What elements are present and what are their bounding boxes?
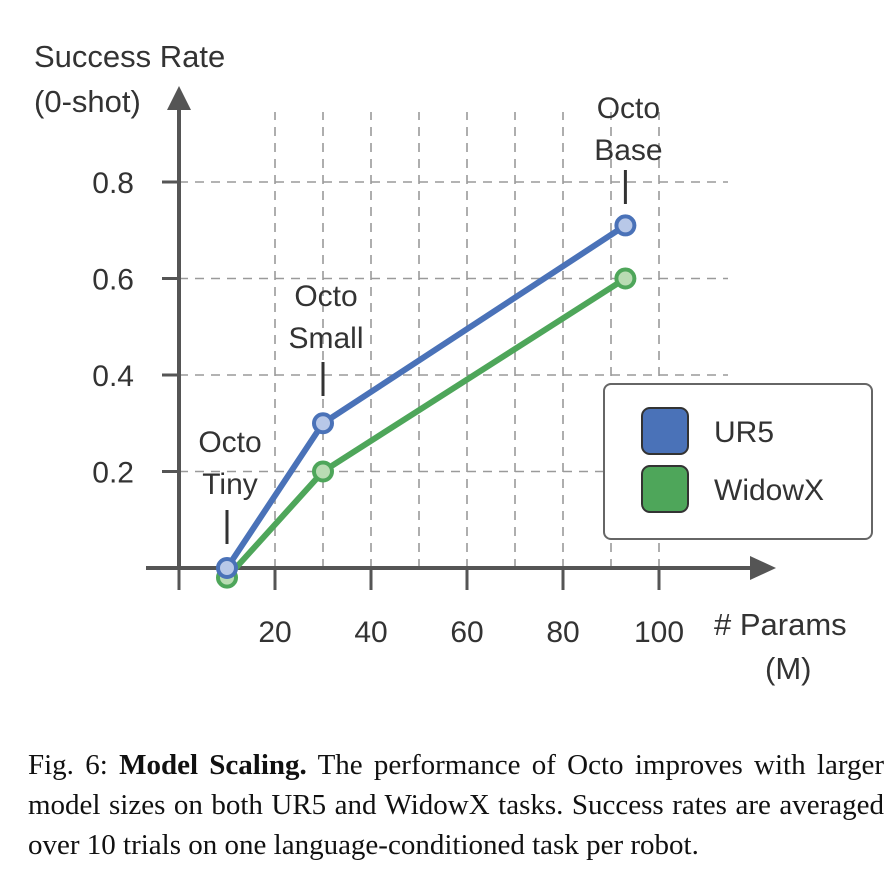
data-point-ur5 (614, 214, 637, 237)
axes: Success Rate (0-shot) # Params (M) (34, 39, 847, 686)
y-axis-arrow (167, 86, 191, 110)
data-point-ur5 (312, 412, 334, 435)
legend-swatch-ur5 (641, 407, 689, 455)
legend: UR5 WidowX (603, 383, 873, 540)
y-axis-label-line2: (0-shot) (34, 84, 141, 119)
x-axis-label-line1: # Params (714, 607, 847, 642)
annotation-label-line2: Base (594, 134, 662, 167)
chart: Success Rate (0-shot) # Params (M) 20 40 6… (34, 39, 873, 686)
caption-body: The performance of Octo improves with la… (28, 749, 884, 861)
annotation-label-line1: Octo (198, 426, 261, 459)
x-tick-label: 80 (546, 616, 579, 649)
y-tick-label: 0.2 (92, 457, 134, 490)
grid (179, 112, 728, 568)
annotation-label-line2: Tiny (202, 468, 258, 501)
y-axis-label-line1: Success Rate (34, 39, 225, 74)
series (216, 214, 637, 589)
annotation-label-line2: Small (288, 322, 363, 355)
data-point-widowx (614, 267, 637, 290)
y-tick-label: 0.4 (92, 360, 134, 393)
annotations: Octo Tiny Octo Small Octo Base (198, 92, 663, 544)
x-axis-arrow (750, 556, 776, 580)
series-line-widowx (224, 275, 629, 581)
legend-label-ur5: UR5 (714, 416, 774, 449)
annotation-label-line1: Octo (294, 280, 357, 313)
legend-label-widowx: WidowX (714, 474, 824, 507)
data-point-ur5 (216, 557, 238, 579)
ticks: 20 40 60 80 100 0.2 0.4 0.6 0.8 (92, 167, 684, 649)
data-point-widowx (312, 460, 334, 483)
figure-caption: Fig. 6: Model Scaling. The performance o… (28, 745, 884, 865)
legend-swatch-widowx (641, 465, 689, 513)
caption-label: Fig. 6: (28, 749, 108, 781)
legend-box (603, 383, 873, 540)
x-tick-label: 60 (450, 616, 483, 649)
x-tick-label: 20 (258, 616, 291, 649)
model-scaling-figure: Success Rate (0-shot) # Params (M) 20 40 6… (34, 39, 873, 686)
x-tick-label: 40 (354, 616, 387, 649)
x-tick-label: 100 (634, 616, 684, 649)
x-axis-label-line2: (M) (765, 651, 811, 686)
annotation-label-line1: Octo (597, 92, 660, 125)
series-line-ur5 (224, 222, 629, 571)
caption-title: Model Scaling. (119, 749, 307, 781)
y-tick-label: 0.8 (92, 167, 134, 200)
y-tick-label: 0.6 (92, 264, 134, 297)
